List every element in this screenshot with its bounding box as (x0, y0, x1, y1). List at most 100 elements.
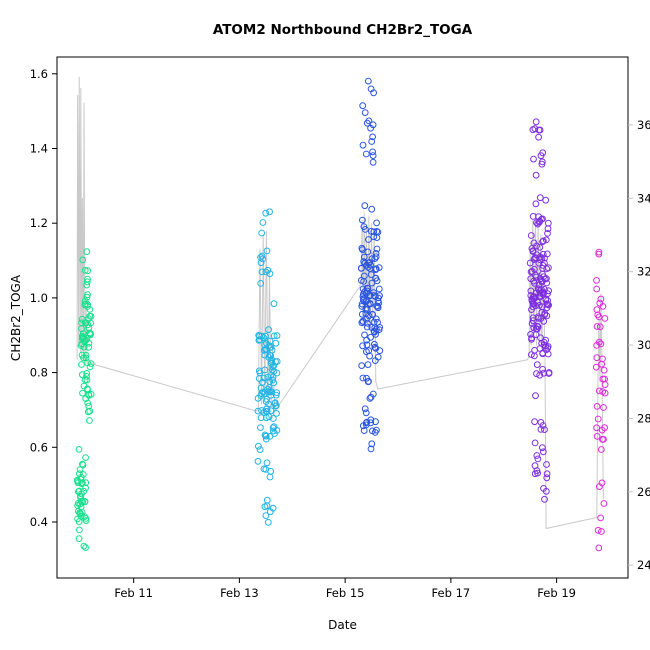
data-point (600, 404, 607, 411)
data-point (265, 326, 273, 334)
data-point (360, 427, 368, 435)
data-point (83, 248, 91, 256)
data-point (81, 513, 88, 521)
data-point (536, 371, 544, 379)
data-point (531, 294, 539, 302)
data-point (536, 345, 544, 352)
data-point (374, 228, 382, 236)
data-point (254, 457, 262, 465)
data-point (368, 205, 376, 213)
data-point (600, 500, 608, 507)
data-point (535, 133, 542, 141)
data-point (369, 310, 376, 318)
data-point (272, 339, 280, 347)
data-point (76, 470, 83, 478)
y-left-tick-label: 1.6 (30, 67, 48, 81)
data-point (541, 275, 549, 283)
data-point (266, 208, 274, 216)
data-point (265, 384, 273, 391)
data-point (79, 460, 86, 468)
data-point (371, 340, 378, 348)
data-point (82, 515, 90, 522)
data-point (82, 479, 90, 487)
data-point (533, 361, 541, 369)
data-point (369, 152, 377, 160)
data-point (82, 484, 89, 492)
data-point (82, 517, 90, 524)
data-point (532, 325, 540, 333)
data-point (540, 338, 548, 346)
data-point (264, 385, 272, 393)
data-point (375, 264, 383, 272)
data-point (363, 315, 370, 323)
data-point (595, 338, 603, 346)
data-point (365, 236, 372, 243)
data-point (258, 229, 266, 237)
data-point (260, 374, 268, 382)
data-point (368, 138, 376, 145)
data-point (542, 236, 550, 244)
data-point (529, 247, 537, 255)
data-point (531, 439, 539, 447)
y-left-tick-label: 1.0 (30, 291, 48, 305)
data-point (359, 216, 366, 224)
data-point (256, 336, 264, 344)
data-point (595, 250, 603, 258)
data-point (544, 219, 552, 227)
data-point (545, 287, 552, 295)
data-point (357, 264, 365, 272)
data-point (531, 279, 538, 287)
data-point (372, 293, 379, 301)
data-point (359, 102, 367, 110)
data-point (81, 267, 89, 274)
data-point (542, 342, 550, 350)
data-point (358, 362, 366, 370)
data-point (542, 296, 550, 304)
data-point (593, 432, 601, 440)
data-point (597, 295, 605, 303)
data-point (537, 315, 545, 322)
data-point (86, 417, 93, 424)
x-tick-label: Feb 19 (537, 586, 576, 600)
data-point (596, 323, 604, 331)
data-point (363, 336, 371, 344)
data-point (363, 341, 371, 349)
data-point (358, 300, 366, 308)
data-point (87, 330, 94, 338)
data-point (598, 528, 605, 535)
data-point (371, 343, 379, 351)
data-point (531, 265, 538, 273)
data-point (543, 250, 551, 258)
data-point (594, 526, 602, 534)
data-point (593, 323, 601, 330)
data-point (601, 381, 609, 389)
data-point (262, 268, 270, 276)
data-point (86, 363, 94, 371)
data-point (536, 194, 544, 202)
data-point (263, 502, 271, 510)
data-point (365, 117, 373, 125)
data-point (532, 273, 540, 281)
data-point (84, 275, 91, 283)
y-axis-label: CH2Br2_TOGA (9, 274, 23, 362)
data-point (85, 343, 93, 351)
y-right-tick-label: 280 (637, 411, 650, 425)
data-point (526, 259, 534, 267)
data-point (87, 360, 95, 368)
data-point (372, 266, 380, 274)
data-point (362, 421, 370, 429)
data-point (363, 374, 370, 382)
data-point (537, 275, 544, 283)
data-point (543, 304, 551, 312)
data-point (266, 473, 274, 481)
data-point (360, 253, 368, 261)
data-point (596, 483, 603, 491)
data-point (372, 418, 379, 426)
data-point (81, 376, 89, 384)
data-point (273, 389, 281, 397)
y-left-tick-label: 1.4 (30, 142, 48, 156)
data-point (83, 278, 91, 286)
data-point (374, 304, 382, 312)
data-point (364, 361, 372, 369)
data-point (365, 301, 372, 308)
